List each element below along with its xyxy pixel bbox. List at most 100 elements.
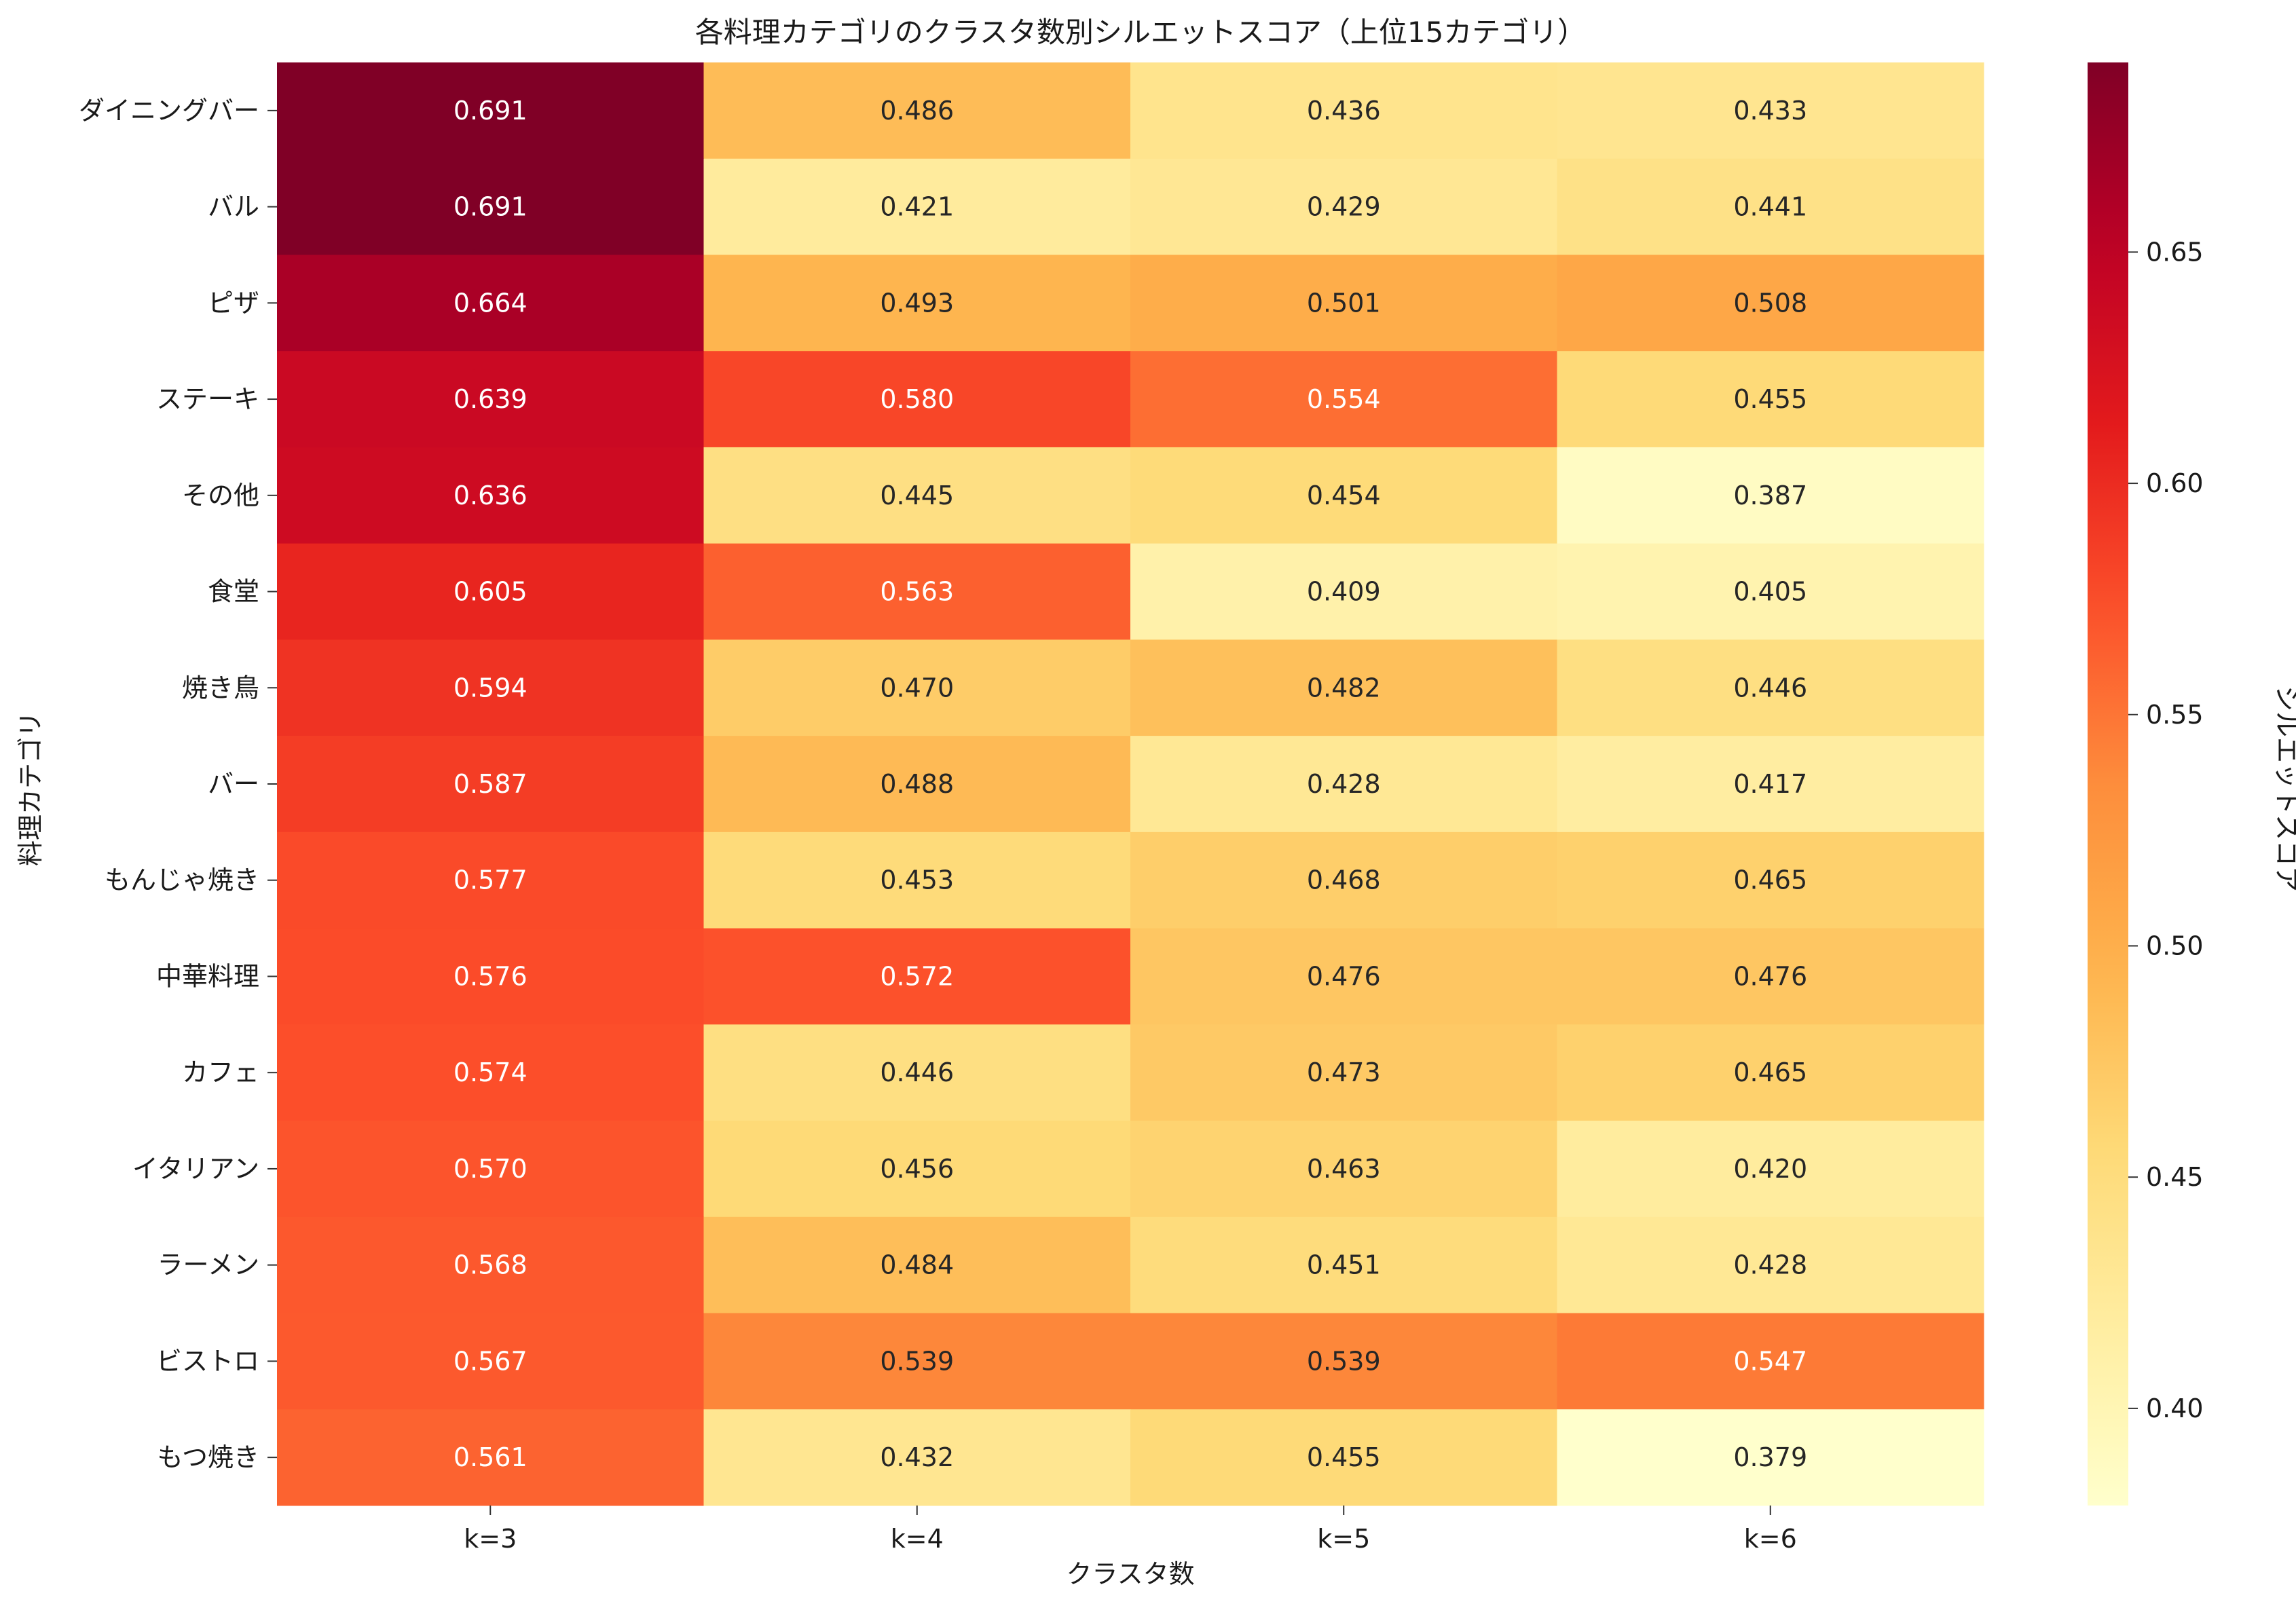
y-tick-label: もんじゃ焼き xyxy=(105,865,259,895)
cell-value-label: 0.445 xyxy=(880,481,954,510)
heatmap-cell xyxy=(1557,736,1984,833)
cell-value-label: 0.587 xyxy=(453,769,527,799)
y-tick-label: 食堂 xyxy=(208,577,259,607)
heatmap-cell xyxy=(703,1024,1131,1121)
cell-value-label: 0.465 xyxy=(1733,865,1807,895)
heatmap-cell xyxy=(277,1121,704,1218)
heatmap-cell xyxy=(1130,928,1557,1025)
cell-value-label: 0.476 xyxy=(1733,961,1807,991)
cell-value-label: 0.421 xyxy=(880,192,954,222)
cell-value-label: 0.463 xyxy=(1307,1154,1381,1184)
heatmap-cell xyxy=(1130,1121,1557,1218)
heatmap-cell xyxy=(277,1313,704,1410)
heatmap-cell xyxy=(277,639,704,736)
heatmap-cell xyxy=(1130,1216,1557,1314)
heatmap-cell xyxy=(1130,255,1557,352)
heatmap-cell xyxy=(277,736,704,833)
y-tick-label: ピザ xyxy=(208,288,259,318)
y-tick-label: もつ焼き xyxy=(158,1442,259,1472)
y-tick-label: イタリアン xyxy=(132,1154,259,1184)
y-axis-label: 料理カテゴリ xyxy=(16,711,45,866)
cell-value-label: 0.482 xyxy=(1307,673,1381,703)
heatmap-cell xyxy=(277,1216,704,1314)
cell-value-label: 0.468 xyxy=(1307,865,1381,895)
heatmap-cell xyxy=(1130,1313,1557,1410)
heatmap-cell xyxy=(703,158,1131,255)
cell-value-label: 0.493 xyxy=(880,288,954,318)
heatmap-cell xyxy=(703,1409,1131,1506)
heatmap-cell xyxy=(1130,351,1557,448)
cell-value-label: 0.539 xyxy=(880,1346,954,1376)
cell-value-label: 0.580 xyxy=(880,384,954,414)
colorbar xyxy=(2088,62,2128,1506)
cell-value-label: 0.420 xyxy=(1733,1154,1807,1184)
cell-value-label: 0.563 xyxy=(880,577,954,607)
cell-value-label: 0.446 xyxy=(1733,673,1807,703)
cell-value-label: 0.539 xyxy=(1307,1346,1381,1376)
cell-value-label: 0.605 xyxy=(453,577,527,607)
cell-value-label: 0.691 xyxy=(453,96,527,126)
cell-value-label: 0.456 xyxy=(880,1154,954,1184)
colorbar-label: シルエットスコア xyxy=(2272,686,2296,892)
heatmap-cell xyxy=(1557,543,1984,640)
heatmap-cell xyxy=(1130,1409,1557,1506)
x-tick-label: k=3 xyxy=(464,1524,517,1554)
cell-value-label: 0.409 xyxy=(1307,577,1381,607)
heatmap-cell xyxy=(1130,736,1557,833)
cell-value-label: 0.488 xyxy=(880,769,954,799)
heatmap-cell xyxy=(1557,447,1984,544)
heatmap-cell xyxy=(703,543,1131,640)
y-tick-label: 中華料理 xyxy=(156,961,259,991)
colorbar-tick-label: 0.60 xyxy=(2146,468,2204,498)
heatmap-cell xyxy=(277,543,704,640)
cell-value-label: 0.486 xyxy=(880,96,954,126)
heatmap-cell xyxy=(1557,1409,1984,1506)
chart-title: 各料理カテゴリのクラスタ数別シルエットスコア（上位15カテゴリ） xyxy=(695,16,1587,49)
cell-value-label: 0.454 xyxy=(1307,481,1381,510)
cell-value-label: 0.576 xyxy=(453,961,527,991)
cell-value-label: 0.574 xyxy=(453,1058,527,1087)
heatmap-cell xyxy=(1130,158,1557,255)
y-tick-label: ビストロ xyxy=(156,1346,259,1376)
heatmap-cell xyxy=(703,1121,1131,1218)
cell-value-label: 0.433 xyxy=(1733,96,1807,126)
cell-value-label: 0.554 xyxy=(1307,384,1381,414)
cell-value-label: 0.441 xyxy=(1733,192,1807,222)
heatmap-cell xyxy=(1130,639,1557,736)
colorbar-tick-label: 0.65 xyxy=(2146,237,2204,267)
cell-value-label: 0.508 xyxy=(1733,288,1807,318)
cell-value-label: 0.379 xyxy=(1733,1442,1807,1472)
y-tick-label: ステーキ xyxy=(156,384,259,414)
heatmap-cell xyxy=(703,1313,1131,1410)
colorbar-tick-label: 0.45 xyxy=(2146,1162,2204,1192)
heatmap-cell xyxy=(277,158,704,255)
cell-value-label: 0.432 xyxy=(880,1442,954,1472)
heatmap-cell xyxy=(1557,351,1984,448)
heatmap-cell xyxy=(703,639,1131,736)
heatmap-cell xyxy=(1130,543,1557,640)
x-tick-label: k=5 xyxy=(1317,1524,1370,1554)
cell-value-label: 0.501 xyxy=(1307,288,1381,318)
cell-value-label: 0.473 xyxy=(1307,1058,1381,1087)
cell-value-label: 0.639 xyxy=(453,384,527,414)
heatmap-cell xyxy=(703,351,1131,448)
cell-value-label: 0.465 xyxy=(1733,1058,1807,1087)
cell-value-label: 0.428 xyxy=(1307,769,1381,799)
colorbar-tick-label: 0.50 xyxy=(2146,931,2204,960)
heatmap-cell xyxy=(1557,62,1984,160)
heatmap-cell xyxy=(1130,831,1557,929)
heatmap-cell xyxy=(1130,447,1557,544)
heatmap-cell xyxy=(703,447,1131,544)
heatmap-cell xyxy=(703,831,1131,929)
cell-value-label: 0.561 xyxy=(453,1442,527,1472)
heatmap-cell xyxy=(703,736,1131,833)
cell-value-label: 0.453 xyxy=(880,865,954,895)
colorbar-tick-label: 0.55 xyxy=(2146,700,2204,730)
colorbar-tick-label: 0.40 xyxy=(2146,1394,2204,1423)
x-axis-ticks: k=3 k=4 k=5 k=6 xyxy=(464,1506,1797,1554)
cell-value-label: 0.405 xyxy=(1733,577,1807,607)
heatmap-cell xyxy=(1557,1024,1984,1121)
cell-value-label: 0.455 xyxy=(1733,384,1807,414)
heatmap-cell xyxy=(1557,255,1984,352)
